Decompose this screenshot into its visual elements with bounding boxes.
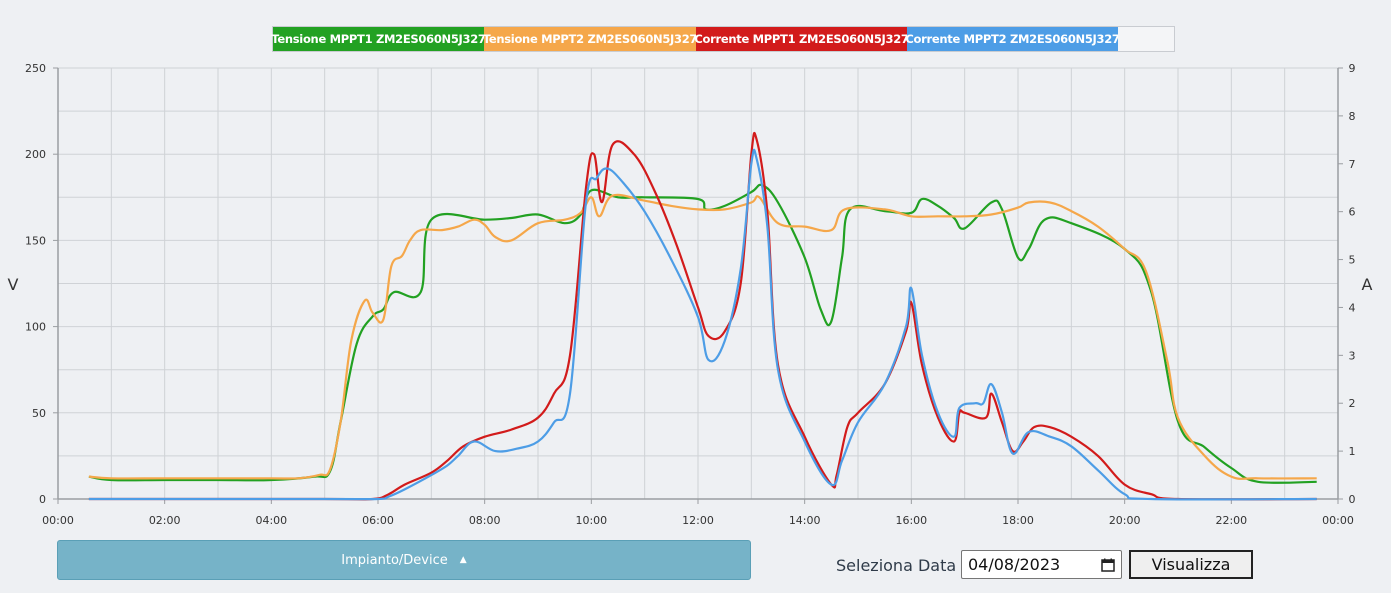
x-tick-label: 14:00 bbox=[789, 514, 821, 527]
y-right-tick-label: 4 bbox=[1349, 301, 1356, 314]
y-left-tick-label: 150 bbox=[25, 234, 46, 247]
y-left-tick-label: 250 bbox=[25, 62, 46, 75]
chart-legend: Tensione MPPT1 ZM2ES060N5J327 Tensione MP… bbox=[271, 26, 1175, 52]
y-right-tick-label: 0 bbox=[1349, 493, 1356, 506]
y-right-tick-label: 5 bbox=[1349, 254, 1356, 267]
x-tick-label: 00:00 bbox=[42, 514, 74, 527]
x-tick-label: 08:00 bbox=[469, 514, 501, 527]
legend-item-1[interactable]: Tensione MPPT1 ZM2ES060N5J327 bbox=[271, 27, 486, 51]
y-right-tick-label: 9 bbox=[1349, 62, 1356, 75]
x-tick-label: 18:00 bbox=[1002, 514, 1034, 527]
x-tick-label: 02:00 bbox=[149, 514, 181, 527]
x-tick-label: 20:00 bbox=[1109, 514, 1141, 527]
legend-spacer bbox=[1118, 27, 1174, 51]
date-input[interactable]: 04/08/2023 bbox=[961, 550, 1122, 579]
x-tick-label: 10:00 bbox=[575, 514, 607, 527]
x-tick-label: 06:00 bbox=[362, 514, 394, 527]
x-tick-label: 00:00 bbox=[1322, 514, 1354, 527]
x-tick-label: 12:00 bbox=[682, 514, 714, 527]
x-tick-label: 16:00 bbox=[895, 514, 927, 527]
y-left-tick-label: 0 bbox=[39, 493, 46, 506]
x-tick-label: 22:00 bbox=[1215, 514, 1247, 527]
y-left-axis-title: V bbox=[8, 275, 19, 294]
y-left-tick-label: 200 bbox=[25, 148, 46, 161]
y-left-tick-label: 50 bbox=[32, 407, 46, 420]
y-right-tick-label: 2 bbox=[1349, 397, 1356, 410]
calendar-icon[interactable] bbox=[1101, 558, 1115, 572]
y-left-tick-label: 100 bbox=[25, 321, 46, 334]
line-chart: 0 50 100 150 200 250 0 1 2 3 4 5 6 7 8 9 00:00 02:00 04:00… bbox=[8, 62, 1373, 527]
y-right-tick-label: 6 bbox=[1349, 206, 1356, 219]
y-right-tick-label: 1 bbox=[1349, 445, 1356, 458]
device-selector-button[interactable]: Impianto/Device ▲ bbox=[57, 540, 751, 580]
date-value: 04/08/2023 bbox=[968, 555, 1061, 574]
legend-item-2[interactable]: Tensione MPPT2 ZM2ES060N5J327 bbox=[483, 27, 697, 51]
series-line-1[interactable] bbox=[88, 183, 1317, 484]
series-line-4[interactable] bbox=[88, 148, 1317, 501]
y-right-tick-label: 3 bbox=[1349, 349, 1356, 362]
y-right-tick-label: 7 bbox=[1349, 158, 1356, 171]
visualizza-button[interactable]: Visualizza bbox=[1129, 550, 1253, 579]
x-tick-label: 04:00 bbox=[255, 514, 287, 527]
device-button-label: Impianto/Device bbox=[341, 552, 448, 568]
legend-item-3[interactable]: Corrente MPPT1 ZM2ES060N5J327 bbox=[694, 27, 909, 51]
caret-up-icon: ▲ bbox=[459, 555, 467, 565]
date-label: Seleziona Data bbox=[836, 556, 957, 575]
y-right-tick-label: 8 bbox=[1349, 110, 1356, 123]
legend-item-4[interactable]: Corrente MPPT2 ZM2ES060N5J327 bbox=[905, 27, 1120, 51]
y-right-axis-title: A bbox=[1362, 275, 1373, 294]
series-line-2[interactable] bbox=[88, 193, 1317, 480]
series-line-3[interactable] bbox=[88, 131, 1317, 501]
